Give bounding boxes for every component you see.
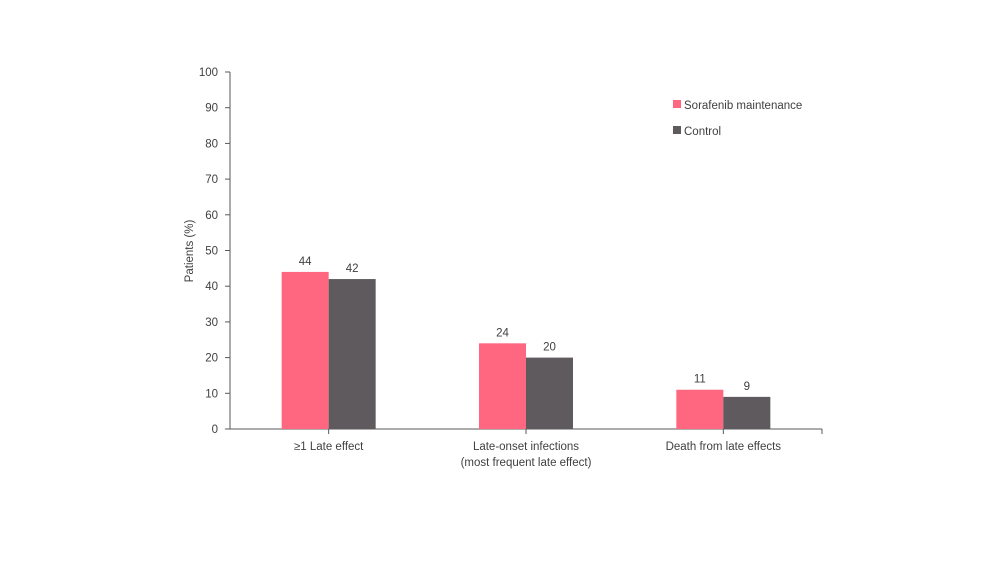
y-tick-label: 70 <box>205 174 218 186</box>
y-tick-label: 60 <box>205 210 218 222</box>
bar-sorafenib-maintenance <box>281 271 329 429</box>
x-tick-label: Death from late effects <box>666 441 782 453</box>
data-label: 42 <box>346 263 359 275</box>
y-tick-label: 100 <box>199 67 218 79</box>
data-label: 9 <box>744 381 750 393</box>
y-tick-label: 90 <box>205 103 218 115</box>
bar-sorafenib-maintenance <box>676 389 724 429</box>
legend-swatch <box>673 126 681 134</box>
bar-sorafenib-maintenance <box>479 343 526 429</box>
x-tick-label: ≥1 Late effect <box>294 441 364 453</box>
y-axis-label: Patients (%) <box>184 220 196 283</box>
y-tick-label: 50 <box>205 246 218 258</box>
legend-label: Sorafenib maintenance <box>684 100 802 112</box>
bar-control <box>526 357 573 429</box>
legend-label: Control <box>684 126 721 138</box>
y-tick-label: 20 <box>205 353 218 365</box>
bar-control <box>328 279 376 429</box>
x-tick-label: Late-onset infections <box>473 441 579 453</box>
x-tick-label: (most frequent late effect) <box>461 457 592 469</box>
data-label: 44 <box>299 256 312 268</box>
data-label: 24 <box>496 327 509 339</box>
y-tick-label: 80 <box>205 138 218 150</box>
legend-swatch <box>673 100 681 108</box>
y-tick-label: 0 <box>212 424 218 436</box>
y-tick-label: 10 <box>205 388 218 400</box>
data-label: 11 <box>694 374 706 386</box>
y-tick-label: 40 <box>205 281 218 293</box>
bar-control <box>723 396 771 429</box>
data-label: 20 <box>543 342 556 354</box>
y-tick-label: 30 <box>205 317 218 329</box>
